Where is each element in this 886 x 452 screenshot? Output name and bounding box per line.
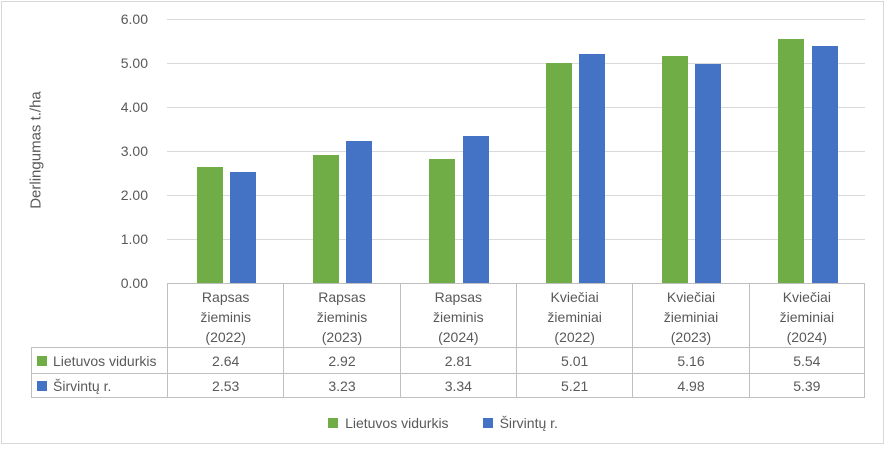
table-header-cell: Kviečiai žieminiai (2024): [748, 283, 865, 347]
table-value-cell: 3.34: [399, 373, 516, 398]
table-value-cell: 5.16: [632, 347, 749, 373]
data-table: Rapsas žieminis (2022) Rapsas žieminis (2…: [31, 283, 865, 398]
legend-label: Lietuvos vidurkis: [345, 415, 449, 431]
table-value-cell: 2.64: [167, 347, 284, 373]
bar-sirvintu-r[interactable]: [579, 53, 605, 283]
table-header-cell: Rapsas žieminis (2023): [283, 283, 400, 347]
bar-sirvintu-r[interactable]: [230, 171, 256, 283]
gridline: [167, 239, 865, 240]
y-axis-title: Derlingumas t./ha: [27, 91, 45, 209]
bar-lietuvos-vidurkis[interactable]: [545, 62, 572, 283]
y-tick-label: 4.00: [120, 99, 148, 115]
bar-sirvintu-r[interactable]: [346, 140, 373, 283]
table-value-cell: 2.92: [283, 347, 400, 373]
y-tick-label: 5.00: [120, 55, 148, 71]
y-tick-label: 3.00: [120, 143, 148, 159]
table-header-cell: Kviečiai žieminiai (2023): [632, 283, 749, 347]
gridline: [167, 107, 865, 108]
table-header-cell: Rapsas žieminis (2024): [399, 283, 516, 347]
chart-frame: [1, 1, 884, 444]
table-value-cell: 4.98: [632, 373, 749, 398]
legend: Lietuvos vidurkis Širvintų r.: [0, 410, 886, 436]
legend-item[interactable]: Širvintų r.: [482, 415, 558, 431]
table-value-cell: 2.81: [399, 347, 516, 373]
legend-label: Širvintų r.: [499, 415, 558, 431]
plot-area: [167, 19, 865, 283]
y-tick-label: 1.00: [120, 231, 148, 247]
table-corner-cell: [31, 283, 167, 347]
table-value-cell: 3.23: [283, 373, 400, 398]
table-value-cell: 5.39: [748, 373, 865, 398]
table-row-label: Širvintų r.: [31, 373, 167, 398]
bar-lietuvos-vidurkis[interactable]: [429, 159, 456, 283]
gridline: [167, 151, 865, 152]
bar-sirvintu-r[interactable]: [811, 45, 838, 283]
y-tick-label: 6.00: [120, 11, 148, 27]
table-value-cell: 5.01: [516, 347, 633, 373]
bar-sirvintu-r[interactable]: [695, 63, 722, 283]
legend-item[interactable]: Lietuvos vidurkis: [328, 415, 449, 431]
series-swatch-icon: [37, 355, 47, 366]
y-tick-label: 0.00: [120, 275, 148, 291]
legend-swatch-icon: [328, 418, 339, 428]
series-name: Širvintų r.: [53, 377, 112, 394]
bar-lietuvos-vidurkis[interactable]: [778, 39, 805, 283]
bar-lietuvos-vidurkis[interactable]: [661, 55, 688, 283]
legend-swatch-icon: [482, 418, 493, 428]
series-swatch-icon: [37, 380, 47, 391]
table-row-label: Lietuvos vidurkis: [31, 347, 167, 373]
table-value-cell: 5.21: [516, 373, 633, 398]
table-header-cell: Kviečiai žieminiai (2022): [516, 283, 633, 347]
series-name: Lietuvos vidurkis: [53, 352, 157, 369]
bar-sirvintu-r[interactable]: [462, 136, 489, 283]
y-tick-label: 2.00: [120, 187, 148, 203]
gridline: [167, 63, 865, 64]
bar-lietuvos-vidurkis[interactable]: [196, 166, 223, 283]
table-header-cell: Rapsas žieminis (2022): [167, 283, 284, 347]
table-value-cell: 5.54: [748, 347, 865, 373]
y-axis-ticks: 6.00 5.00 4.00 3.00 2.00 1.00 0.00: [100, 11, 148, 291]
gridline: [167, 195, 865, 196]
bar-lietuvos-vidurkis[interactable]: [312, 154, 339, 283]
table-value-cell: 2.53: [167, 373, 284, 398]
gridline: [167, 19, 865, 20]
